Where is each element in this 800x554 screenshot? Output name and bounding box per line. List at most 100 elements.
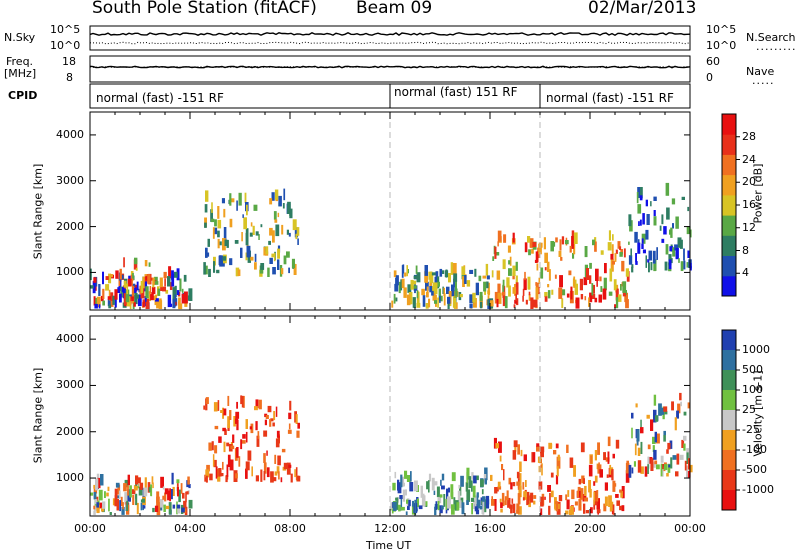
power-cell-25: [108, 289, 111, 301]
power-cell-253: [277, 259, 280, 270]
power-cell-136: [130, 274, 133, 286]
velocity-cell-374: [437, 501, 440, 511]
power-cell-90: [155, 298, 159, 302]
power-cell-277: [269, 198, 273, 205]
power-cell-364: [413, 275, 418, 279]
velocity-cell-65: [144, 477, 147, 488]
power-cell-181: [229, 193, 232, 206]
velocity-cell-615: [631, 412, 634, 419]
power-cell-318: [453, 278, 457, 288]
velocity-cell-226: [225, 475, 229, 480]
power-cell-461: [508, 285, 511, 297]
velocity-cell-198: [263, 430, 268, 437]
power-cell-108: [102, 271, 104, 285]
power-cell-343: [406, 265, 408, 277]
power-cell-572: [512, 265, 516, 276]
velocity-cell-541: [609, 464, 612, 475]
velocity-cell-494: [497, 486, 502, 490]
power-cell-243: [210, 218, 215, 223]
velocity-cell-45: [136, 502, 139, 515]
velocity-cell-98: [185, 491, 187, 503]
power-cell-195: [258, 234, 260, 240]
power-cell-107: [105, 284, 110, 291]
freq-panel: [89, 55, 691, 83]
velocity-cell-205: [263, 453, 266, 463]
time-tick-label-4: 16:00: [474, 522, 506, 535]
power-cell-619: [639, 219, 642, 226]
velocity-cell-524: [589, 488, 592, 498]
velocity-cell-401: [588, 480, 591, 493]
velocity-cell-81: [170, 489, 173, 500]
velocity-cell-167: [254, 406, 258, 411]
power-cell-550: [608, 291, 613, 296]
velocity-cell-321: [440, 505, 444, 510]
power-cell-549: [496, 270, 501, 280]
velocity-cell-308: [472, 485, 476, 498]
power-cell-76: [143, 280, 148, 292]
power-cell-579: [552, 241, 556, 247]
velocity-cell-13: [106, 492, 109, 497]
power-cell-347: [480, 301, 483, 309]
power-cell-564: [586, 268, 589, 280]
velocity-cell-584: [676, 453, 680, 465]
velocity-cell-553: [569, 457, 574, 468]
power-cell-567: [548, 269, 551, 281]
velocity-cell-150: [255, 475, 259, 482]
power-cell-246: [272, 267, 276, 275]
power-cell-499: [530, 297, 534, 309]
velocity-cell-345: [451, 504, 455, 515]
power-ytick-label-2: 3000: [56, 173, 84, 187]
power-cbar-swatch-7: [722, 134, 736, 155]
power-cell-441: [502, 295, 506, 307]
power-cell-102: [120, 274, 124, 280]
power-cell-601: [680, 261, 684, 271]
velocity-cell-306: [459, 500, 462, 508]
power-cell-662: [645, 229, 649, 240]
velocity-cell-527: [557, 503, 560, 510]
power-cell-259: [263, 247, 266, 256]
power-cbar-tick-label-5: 24: [742, 152, 756, 166]
power-cell-384: [485, 263, 489, 276]
power-cell-24: [151, 286, 156, 294]
power-cell-365: [461, 266, 465, 275]
power-cell-321: [474, 268, 477, 277]
velocity-cell-341: [423, 495, 426, 507]
velocity-cell-423: [499, 498, 502, 503]
power-cell-578: [491, 270, 494, 278]
power-cell-330: [451, 284, 455, 297]
power-cell-418: [523, 278, 527, 291]
velocity-cell-346: [458, 484, 460, 489]
velocity-cell-339: [481, 489, 484, 495]
velocity-cell-491: [565, 494, 568, 501]
power-cell-668: [661, 214, 664, 225]
power-cell-281: [253, 204, 258, 211]
velocity-cell-147: [217, 400, 220, 411]
power-cell-420: [531, 248, 534, 254]
velocity-cell-185: [222, 461, 224, 470]
velocity-cell-508: [571, 489, 575, 500]
vel-cbar-tick-label-7: -1000: [742, 483, 774, 496]
velocity-cell-222: [295, 414, 298, 424]
power-cell-222: [286, 229, 289, 235]
power-cell-29: [93, 296, 96, 306]
velocity-cell-144: [241, 440, 246, 444]
power-cell-583: [522, 288, 525, 296]
velocity-cell-74: [150, 484, 152, 496]
power-cell-667: [687, 206, 690, 212]
velocity-cell-287: [401, 476, 405, 487]
power-cell-659: [630, 248, 632, 257]
power-cell-485: [574, 283, 578, 295]
velocity-cell-193: [294, 469, 296, 478]
power-cell-13: [181, 288, 184, 293]
velocity-cell-142: [286, 462, 291, 475]
power-cell-298: [432, 290, 436, 301]
power-cell-130: [139, 285, 142, 295]
velocity-cell-447: [555, 475, 559, 485]
power-cell-548: [528, 291, 531, 296]
velocity-cell-283: [474, 495, 477, 507]
power-cell-671: [653, 196, 657, 201]
power-cell-274: [271, 253, 276, 258]
velocity-cell-444: [615, 439, 620, 449]
power-cell-416: [584, 246, 588, 258]
velocity-heatmap: [90, 392, 693, 516]
